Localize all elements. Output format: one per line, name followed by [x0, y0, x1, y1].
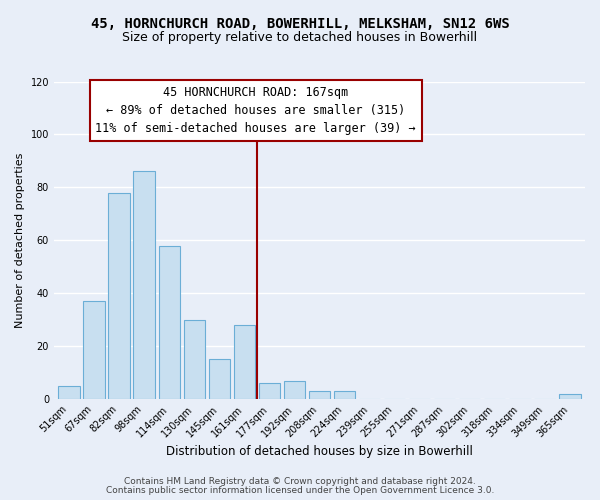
Bar [83, 301, 104, 399]
Y-axis label: Number of detached properties: Number of detached properties [15, 152, 25, 328]
Bar [233, 325, 255, 399]
Bar [109, 192, 130, 399]
X-axis label: Distribution of detached houses by size in Bowerhill: Distribution of detached houses by size … [166, 444, 473, 458]
Bar [334, 391, 355, 399]
Bar [259, 383, 280, 399]
Text: Contains HM Land Registry data © Crown copyright and database right 2024.: Contains HM Land Registry data © Crown c… [124, 477, 476, 486]
Bar [284, 380, 305, 399]
Text: 45 HORNCHURCH ROAD: 167sqm
← 89% of detached houses are smaller (315)
11% of sem: 45 HORNCHURCH ROAD: 167sqm ← 89% of deta… [95, 86, 416, 136]
Text: Contains public sector information licensed under the Open Government Licence 3.: Contains public sector information licen… [106, 486, 494, 495]
Text: 45, HORNCHURCH ROAD, BOWERHILL, MELKSHAM, SN12 6WS: 45, HORNCHURCH ROAD, BOWERHILL, MELKSHAM… [91, 18, 509, 32]
Text: Size of property relative to detached houses in Bowerhill: Size of property relative to detached ho… [122, 31, 478, 44]
Bar [133, 172, 155, 399]
Bar [184, 320, 205, 399]
Bar [559, 394, 581, 399]
Bar [158, 246, 180, 399]
Bar [58, 386, 80, 399]
Bar [209, 360, 230, 399]
Bar [309, 391, 330, 399]
